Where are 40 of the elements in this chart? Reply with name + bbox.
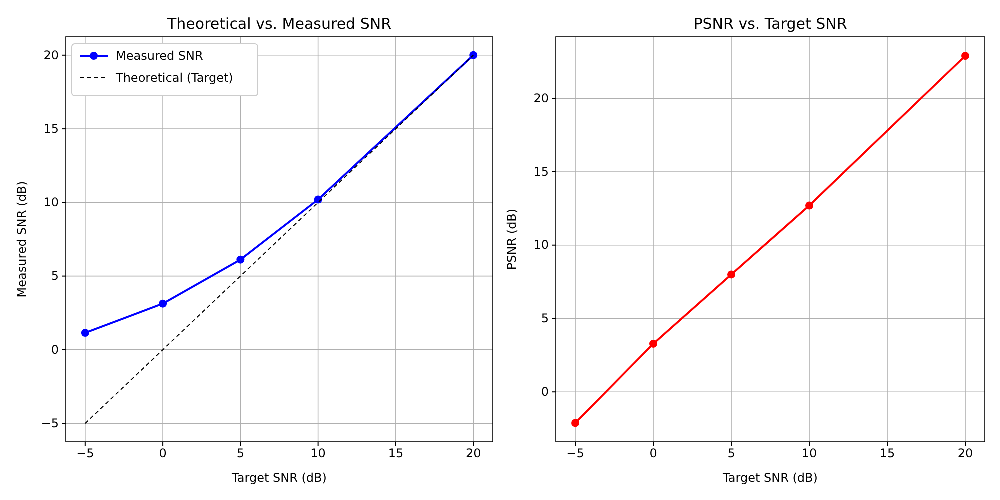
point bbox=[962, 52, 970, 60]
y-tick-label: 0 bbox=[541, 384, 549, 399]
y-tick-label: 20 bbox=[534, 91, 549, 106]
y-axis-title: Measured SNR (dB) bbox=[15, 181, 29, 298]
point bbox=[236, 256, 245, 264]
point bbox=[728, 270, 736, 279]
x-tick-label: 5 bbox=[728, 446, 736, 461]
x-tick-label: 5 bbox=[236, 446, 244, 461]
legend-label: Theoretical (Target) bbox=[115, 71, 234, 85]
y-tick-label: 15 bbox=[44, 122, 59, 136]
x-tick-label: 0 bbox=[650, 446, 658, 461]
y-tick-label: 20 bbox=[44, 48, 59, 62]
chart-title: PSNR vs. Target SNR bbox=[694, 15, 848, 33]
y-tick-label: 5 bbox=[51, 269, 59, 284]
y-tick-label: 0 bbox=[51, 342, 59, 357]
point bbox=[159, 300, 168, 308]
x-tick-label: 15 bbox=[388, 446, 404, 461]
y-tick-label: 10 bbox=[534, 238, 549, 252]
x-axis-title: Target SNR (dB) bbox=[722, 471, 818, 485]
x-tick-label: 20 bbox=[958, 446, 974, 461]
x-tick-label: 0 bbox=[159, 446, 167, 461]
point bbox=[470, 51, 478, 60]
chart-title: Theoretical vs. Measured SNR bbox=[166, 15, 392, 33]
x-axis-title: Target SNR (dB) bbox=[231, 471, 327, 485]
x-tick-label: 10 bbox=[310, 446, 326, 461]
y-axis-title: PSNR (dB) bbox=[505, 208, 519, 270]
x-tick-label: 10 bbox=[802, 446, 818, 461]
y-tick-label: 15 bbox=[534, 164, 549, 179]
x-tick-label: −5 bbox=[76, 446, 94, 461]
y-tick-label: −5 bbox=[41, 416, 59, 430]
point bbox=[572, 419, 580, 428]
x-tick-label: 20 bbox=[466, 446, 482, 461]
point bbox=[81, 329, 90, 338]
point bbox=[650, 340, 658, 348]
y-tick-label: 10 bbox=[44, 196, 59, 210]
point bbox=[806, 202, 814, 210]
x-tick-label: 15 bbox=[880, 446, 896, 461]
x-tick-label: −5 bbox=[566, 446, 584, 461]
legend-label: Measured SNR bbox=[116, 49, 204, 63]
y-tick-label: 5 bbox=[541, 312, 549, 326]
